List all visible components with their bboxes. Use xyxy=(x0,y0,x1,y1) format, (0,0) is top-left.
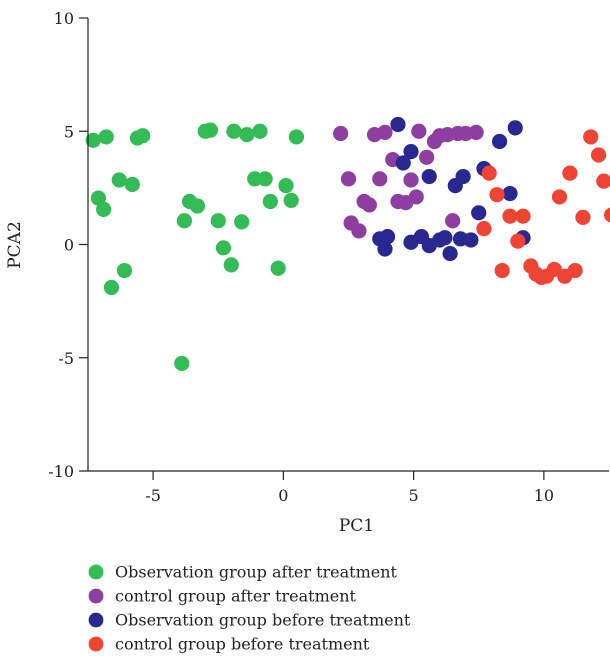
data-point xyxy=(262,193,278,210)
data-point xyxy=(491,133,508,150)
data-point xyxy=(90,190,107,206)
data-point xyxy=(468,124,484,140)
data-point xyxy=(270,260,286,276)
legend-label: Observation group before treatment xyxy=(115,611,411,630)
data-point xyxy=(419,149,435,165)
data-point xyxy=(288,129,304,145)
data-point xyxy=(96,201,112,217)
data-point xyxy=(377,124,393,140)
data-point xyxy=(421,168,437,185)
data-point xyxy=(257,171,273,187)
data-point xyxy=(590,147,607,163)
data-point xyxy=(447,178,463,194)
data-point xyxy=(361,197,377,213)
data-point xyxy=(583,129,599,145)
data-point xyxy=(403,144,419,160)
legend-marker xyxy=(88,612,104,628)
legend: Observation group after treatment control… xyxy=(88,563,411,654)
data-point xyxy=(604,207,610,223)
data-point xyxy=(476,221,492,237)
data-point xyxy=(85,132,101,148)
data-point xyxy=(395,155,411,171)
data-point xyxy=(176,213,192,229)
data-point xyxy=(372,171,388,187)
data-point xyxy=(103,279,120,296)
data-point xyxy=(502,185,518,202)
data-point xyxy=(377,241,393,257)
x-axis-ticks: -5 0 5 10 xyxy=(145,471,554,505)
data-point xyxy=(135,128,151,144)
legend-label: Observation group after treatment xyxy=(115,563,398,582)
data-point xyxy=(283,192,299,208)
x-tick-label: 0 xyxy=(278,486,288,505)
data-point xyxy=(223,257,239,273)
data-point xyxy=(551,189,568,205)
y-tick-label: -5 xyxy=(58,349,74,368)
data-point xyxy=(226,123,242,139)
plot-points-layer xyxy=(85,116,610,372)
data-point xyxy=(463,232,479,248)
y-axis-title: PCA2 xyxy=(5,221,25,269)
data-point xyxy=(278,178,294,194)
y-tick-label: 10 xyxy=(54,9,74,28)
data-point xyxy=(502,208,518,224)
data-point xyxy=(445,213,461,229)
data-point xyxy=(247,171,263,187)
data-point xyxy=(596,173,610,189)
data-point xyxy=(567,262,583,279)
series-4-points xyxy=(476,129,610,285)
data-point xyxy=(252,123,268,139)
legend-marker xyxy=(88,636,104,652)
data-point xyxy=(239,127,255,143)
data-point xyxy=(333,125,349,142)
data-point xyxy=(174,355,190,372)
data-point xyxy=(124,176,140,193)
data-point xyxy=(489,187,505,203)
data-point xyxy=(575,209,591,225)
x-tick-label: -5 xyxy=(145,486,161,505)
data-point xyxy=(494,262,510,279)
legend-label: control group after treatment xyxy=(115,587,357,606)
data-point xyxy=(515,208,531,224)
data-point xyxy=(432,232,448,248)
data-point xyxy=(111,172,127,188)
series-2-points xyxy=(333,123,484,239)
x-tick-label: 5 xyxy=(409,486,419,505)
y-axis-ticks: -10 -5 0 5 10 xyxy=(48,9,88,481)
data-point xyxy=(481,165,497,181)
data-point xyxy=(202,122,219,138)
data-point xyxy=(210,213,226,229)
data-point xyxy=(116,262,133,279)
data-point xyxy=(562,165,578,181)
data-point xyxy=(351,223,367,239)
data-point xyxy=(408,189,424,205)
y-tick-label: 0 xyxy=(64,236,74,255)
data-point xyxy=(411,123,427,139)
data-point xyxy=(215,240,232,256)
data-point xyxy=(379,228,396,245)
data-point xyxy=(507,120,523,136)
data-point xyxy=(403,172,419,188)
x-axis-title: PC1 xyxy=(339,516,374,536)
legend-label: control group before treatment xyxy=(115,635,370,654)
y-tick-label: 5 xyxy=(64,122,74,141)
x-tick-label: 10 xyxy=(534,486,554,505)
data-point xyxy=(340,171,357,187)
data-point xyxy=(390,116,406,133)
y-tick-label: -10 xyxy=(48,462,74,481)
legend-marker xyxy=(88,588,104,604)
series-1-points xyxy=(85,122,304,372)
data-point xyxy=(510,233,526,249)
data-point xyxy=(442,245,458,262)
data-point xyxy=(471,205,487,221)
legend-marker xyxy=(88,564,104,580)
data-point xyxy=(98,129,114,145)
data-point xyxy=(234,214,250,230)
data-point xyxy=(189,198,206,214)
